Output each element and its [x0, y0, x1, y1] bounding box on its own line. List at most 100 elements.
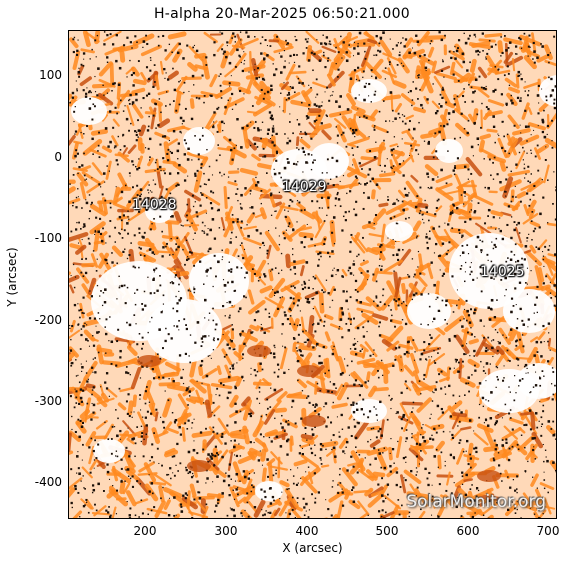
speckle — [297, 161, 299, 163]
speckle — [85, 498, 88, 501]
speckle — [548, 76, 550, 79]
fibril — [189, 359, 197, 378]
fibril — [421, 346, 442, 355]
speckle — [103, 301, 107, 304]
fibril — [503, 425, 519, 440]
speckle — [510, 297, 514, 300]
speckle — [292, 337, 295, 339]
speckle — [212, 124, 215, 126]
speckle — [115, 364, 118, 367]
speckle — [190, 117, 194, 121]
speckle — [213, 339, 215, 342]
fibril — [167, 138, 179, 146]
speckle — [127, 393, 130, 396]
fibril — [504, 42, 509, 64]
speckle — [88, 446, 91, 449]
fibril — [208, 426, 223, 445]
speckle — [78, 381, 81, 384]
speckle — [144, 402, 147, 405]
speckle — [128, 172, 131, 175]
speckle — [353, 69, 357, 72]
fibril — [131, 87, 146, 95]
speckle — [555, 79, 556, 82]
speckle — [550, 383, 553, 385]
speckle — [114, 241, 117, 243]
speckle — [175, 243, 177, 245]
speckle — [178, 277, 181, 280]
speckle — [526, 283, 528, 285]
speckle — [197, 158, 200, 161]
speckle — [423, 54, 426, 57]
speckle — [244, 187, 247, 190]
speckle — [397, 440, 399, 443]
speckle — [335, 62, 337, 65]
speckle — [359, 350, 362, 352]
speckle — [180, 376, 183, 380]
speckle — [209, 228, 212, 232]
speckle — [421, 436, 425, 439]
speckle — [505, 104, 508, 107]
speckle — [125, 446, 128, 449]
speckle — [209, 455, 212, 458]
speckle — [127, 427, 129, 429]
speckle — [290, 309, 292, 312]
fibril — [370, 58, 384, 74]
speckle — [516, 259, 520, 263]
speckle — [105, 387, 109, 390]
speckle — [142, 416, 144, 418]
fibril — [290, 507, 302, 518]
speckle — [353, 47, 356, 50]
speckle — [139, 377, 142, 379]
speckle — [304, 236, 307, 239]
speckle — [296, 359, 300, 363]
speckle — [352, 500, 356, 504]
speckle — [289, 323, 292, 325]
speckle — [235, 103, 237, 106]
speckle — [77, 491, 80, 494]
speckle — [191, 516, 194, 518]
speckle — [276, 152, 279, 155]
speckle — [288, 62, 290, 64]
speckle — [334, 204, 337, 207]
speckle — [314, 409, 317, 413]
fibril — [416, 31, 430, 47]
speckle — [213, 414, 216, 417]
fibril — [247, 500, 258, 513]
fibril — [259, 285, 273, 294]
speckle — [428, 219, 430, 222]
speckle — [486, 253, 489, 256]
speckle — [138, 516, 140, 518]
speckle — [231, 280, 234, 284]
speckle — [205, 64, 208, 66]
fibril — [359, 273, 370, 291]
fibril — [132, 103, 144, 119]
fibril — [507, 114, 520, 129]
speckle — [389, 38, 391, 40]
speckle — [425, 235, 428, 239]
fibril — [366, 247, 380, 256]
speckle — [98, 131, 100, 134]
speckle — [375, 280, 378, 283]
speckle — [74, 430, 77, 434]
plage-region — [145, 199, 173, 223]
fibril — [292, 342, 297, 353]
speckle — [307, 38, 309, 40]
speckle — [423, 349, 426, 352]
speckle — [336, 416, 338, 418]
speckle — [335, 46, 337, 49]
speckle — [214, 510, 217, 513]
speckle — [546, 124, 550, 128]
speckle — [467, 463, 470, 466]
fibril — [132, 78, 147, 86]
speckle — [80, 425, 84, 428]
speckle — [509, 391, 511, 393]
speckle — [482, 87, 486, 90]
fibril — [468, 338, 479, 345]
speckle — [393, 298, 396, 301]
speckle — [185, 258, 189, 262]
speckle — [471, 374, 473, 376]
speckle — [129, 59, 131, 62]
speckle — [248, 71, 250, 73]
speckle — [74, 105, 76, 108]
speckle — [185, 389, 188, 392]
